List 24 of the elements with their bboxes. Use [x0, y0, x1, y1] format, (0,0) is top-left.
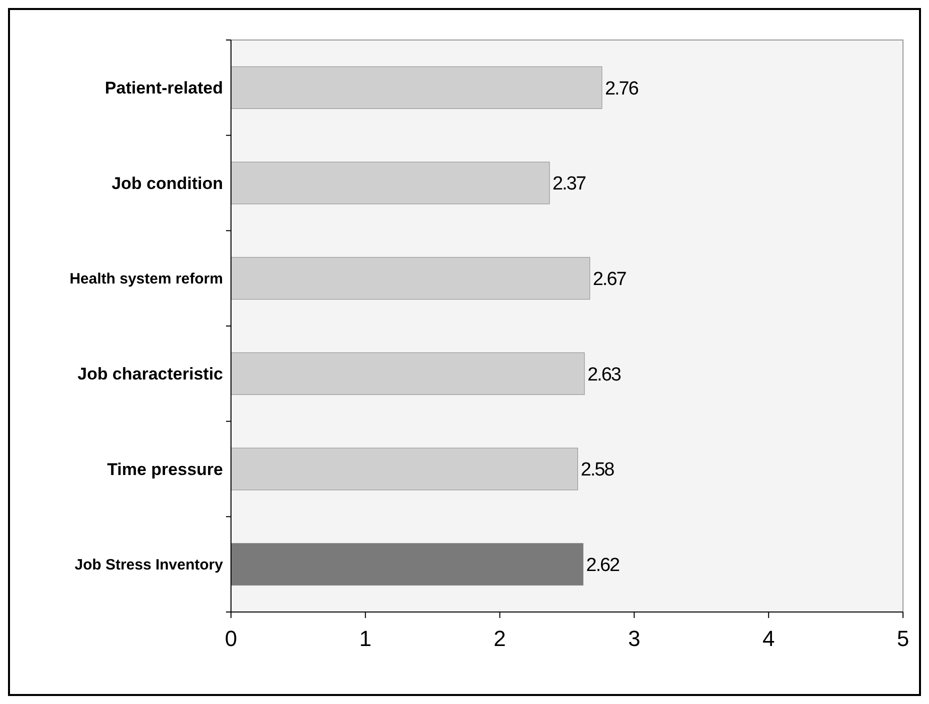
- x-tick-label: 5: [896, 626, 910, 651]
- y-tick-label: Time pressure: [107, 460, 223, 479]
- bar: [230, 448, 578, 490]
- y-tick-label: Health system reform: [70, 270, 223, 288]
- x-tick-label: 2: [494, 626, 506, 651]
- x-tick-label: 1: [359, 626, 372, 651]
- data-label: 2.67: [592, 268, 626, 290]
- y-tick-label: Job condition: [112, 174, 223, 193]
- y-tick-label: Patient-related: [104, 78, 223, 98]
- y-tick-label: Job characteristic: [77, 364, 223, 384]
- bar: [230, 543, 584, 586]
- bar: [230, 66, 602, 109]
- x-tick-label: 3: [628, 626, 640, 651]
- bar: [230, 257, 590, 300]
- data-label: 2.62: [586, 554, 620, 576]
- data-label: 2.76: [604, 78, 638, 100]
- data-label: 2.37: [552, 174, 586, 195]
- y-tick-label: Job Stress Inventory: [74, 556, 224, 574]
- x-tick-label: 0: [224, 626, 238, 651]
- data-label: 2.58: [580, 460, 614, 481]
- bar: [230, 352, 585, 395]
- bar: [230, 162, 550, 204]
- x-tick-label: 4: [762, 626, 775, 651]
- data-label: 2.63: [587, 364, 621, 386]
